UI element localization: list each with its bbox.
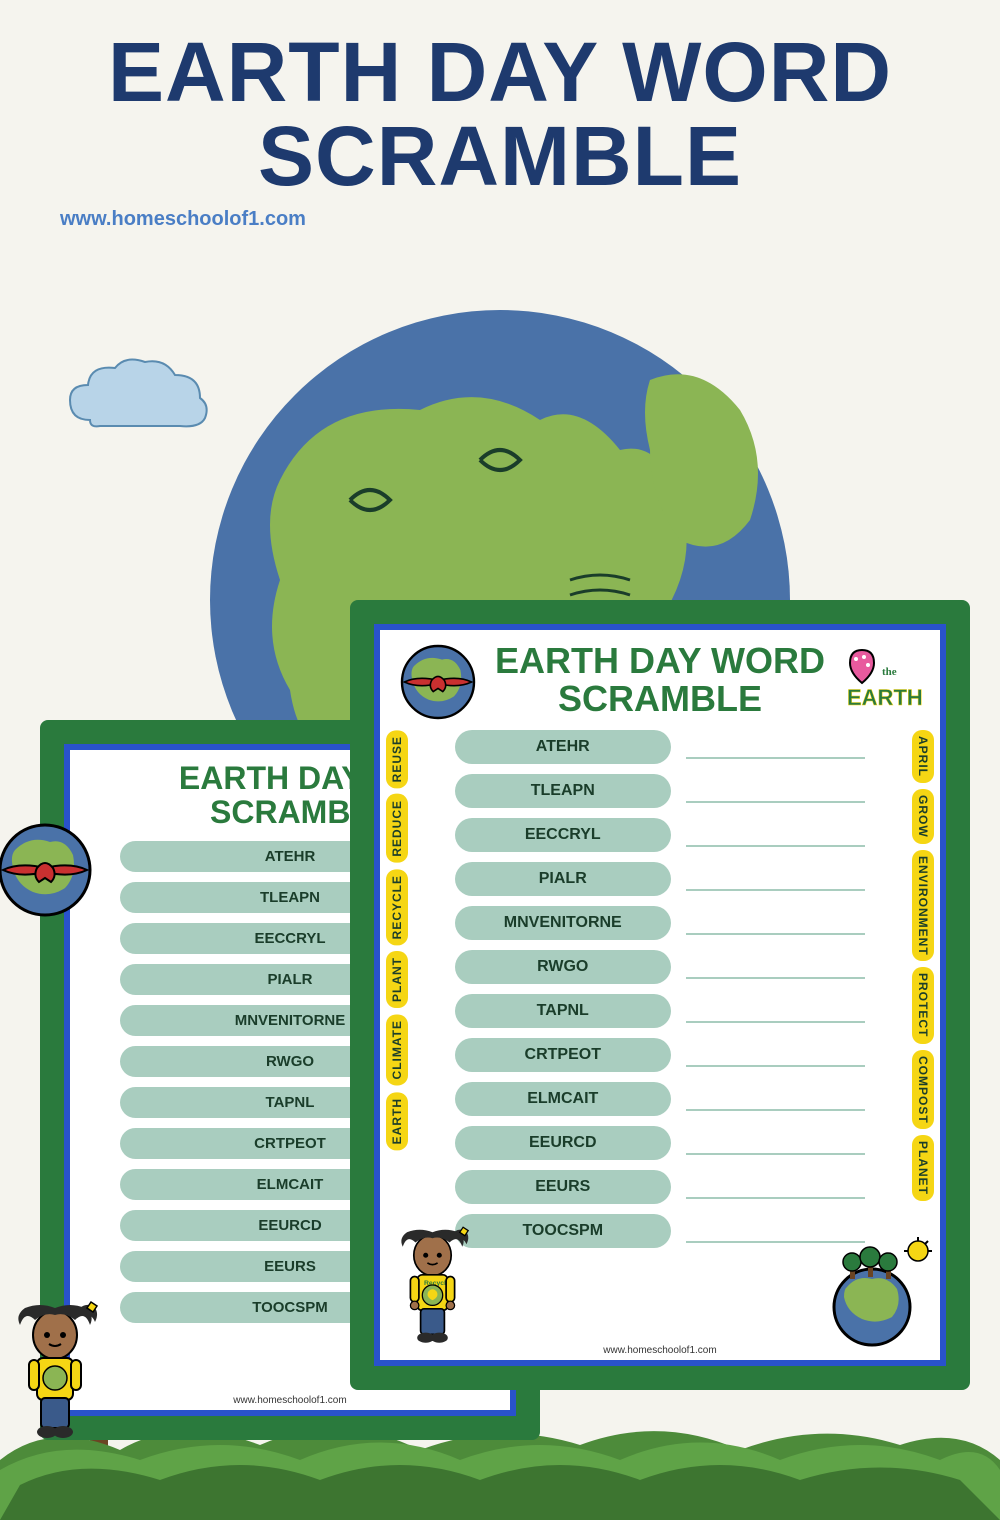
answer-line: [686, 823, 866, 847]
svg-text:EARTH: EARTH: [847, 685, 922, 710]
kid-icon: [5, 1300, 105, 1445]
answer-line: [686, 779, 866, 803]
word-list-front: ATEHR TLEAPN EECCRYL PIALR MNVENITORNE R…: [400, 730, 920, 1248]
hint-label: ENVIRONMENT: [912, 850, 934, 962]
worksheet-footer: www.homeschoolof1.com: [233, 1395, 346, 1406]
hint-label: PLANT: [386, 951, 408, 1008]
cloud-icon: [60, 350, 220, 455]
worksheet-front: EARTH DAY WORDSCRAMBLE REUSE REDUCE RECY…: [350, 600, 970, 1390]
scrambled-word: CRTPEOT: [455, 1038, 671, 1072]
earth-trees-icon: [822, 1237, 932, 1352]
scrambled-word: MNVENITORNE: [455, 906, 671, 940]
scrambled-word: RWGO: [455, 950, 671, 984]
hint-label: PROTECT: [912, 967, 934, 1043]
hint-label: GROW: [912, 789, 934, 844]
answer-line: [686, 1175, 866, 1199]
scrambled-word: EEURCD: [455, 1126, 671, 1160]
answer-line: [686, 1131, 866, 1155]
scrambled-word: ATEHR: [455, 730, 671, 764]
scrambled-word: EECCRYL: [455, 818, 671, 852]
scrambled-word: EEURS: [455, 1170, 671, 1204]
hint-label: COMPOST: [912, 1050, 934, 1130]
scrambled-word: TLEAPN: [455, 774, 671, 808]
main-title: EARTH DAY WORD SCRAMBLE: [0, 0, 1000, 208]
love-earth-icon: the EARTH: [842, 645, 922, 725]
answer-line: [686, 955, 866, 979]
hint-label: EARTH: [386, 1092, 408, 1150]
hint-label: PLANET: [912, 1135, 934, 1201]
kid-icon: Recycle: [390, 1225, 475, 1350]
side-labels-right: APRIL GROW ENVIRONMENT PROTECT COMPOST P…: [912, 730, 934, 1201]
hint-label: CLIMATE: [386, 1014, 408, 1085]
answer-line: [686, 867, 866, 891]
answer-line: [686, 1087, 866, 1111]
hint-label: RECYCLE: [386, 869, 408, 945]
hint-label: REUSE: [386, 730, 408, 788]
side-labels-left: REUSE REDUCE RECYCLE PLANT CLIMATE EARTH: [386, 730, 408, 1150]
globe-ribbon-icon: [0, 820, 95, 925]
svg-text:the: the: [882, 666, 897, 678]
worksheet-footer: www.homeschoolof1.com: [603, 1345, 716, 1356]
answer-line: [686, 735, 866, 759]
scrambled-word: TOOCSPM: [455, 1214, 671, 1248]
website-url: www.homeschoolof1.com: [0, 208, 1000, 231]
hint-label: REDUCE: [386, 794, 408, 863]
scrambled-word: PIALR: [455, 862, 671, 896]
answer-line: [686, 999, 866, 1023]
hint-label: APRIL: [912, 730, 934, 783]
scrambled-word: TAPNL: [455, 994, 671, 1028]
answer-line: [686, 911, 866, 935]
globe-ribbon-icon: [398, 642, 478, 727]
answer-line: [686, 1043, 866, 1067]
scrambled-word: ELMCAIT: [455, 1082, 671, 1116]
